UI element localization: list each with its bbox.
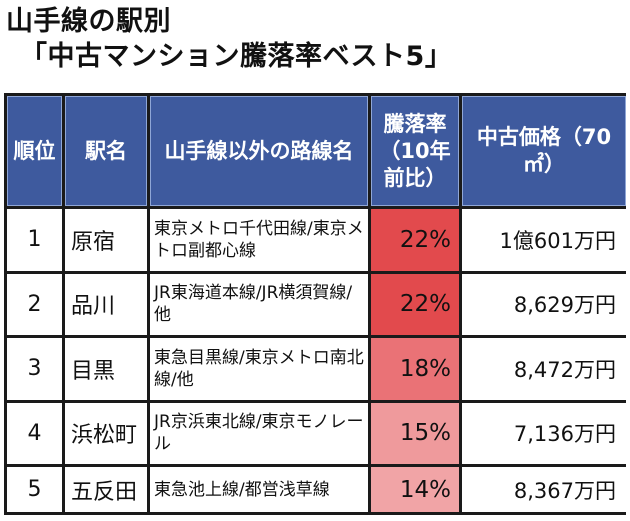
rate-cell: 22% <box>371 273 459 336</box>
price-cell: 1億601万円 <box>462 209 626 271</box>
table-row: 1 原宿 東京メトロ千代田線/東京メトロ副都心線 22% 1億601万円 <box>7 209 626 271</box>
rank-cell: 4 <box>7 402 62 465</box>
station-cell: 原宿 <box>65 209 147 271</box>
lines-cell: 東急目黒線/東京メトロ南北線/他 <box>150 338 368 400</box>
rate-cell: 18% <box>371 338 459 400</box>
rank-cell: 5 <box>7 467 62 512</box>
table-row: 4 浜松町 JR京浜東北線/東京モノレール 15% 7,136万円 <box>7 402 626 465</box>
header-rank: 順位 <box>7 96 62 206</box>
price-cell: 7,136万円 <box>462 402 626 465</box>
title-line-1: 山手線の駅別 <box>6 6 171 37</box>
station-cell: 目黒 <box>65 338 147 400</box>
header-row: 順位 駅名 山手線以外の路線名 騰落率（10年前比） 中古価格（70㎡） <box>7 96 626 206</box>
header-other-lines: 山手線以外の路線名 <box>150 96 368 206</box>
header-station: 駅名 <box>65 96 147 206</box>
price-cell: 8,629万円 <box>462 273 626 336</box>
rank-cell: 2 <box>7 273 62 336</box>
rate-cell: 15% <box>371 402 459 465</box>
station-cell: 品川 <box>65 273 147 336</box>
station-cell: 浜松町 <box>65 402 147 465</box>
page-title: 山手線の駅別 「中古マンション騰落率ベスト5」 <box>6 4 624 74</box>
lines-cell: JR東海道本線/JR横須賀線/他 <box>150 273 368 336</box>
header-rate: 騰落率（10年前比） <box>371 96 459 206</box>
lines-cell: 東京メトロ千代田線/東京メトロ副都心線 <box>150 209 368 271</box>
table-row: 2 品川 JR東海道本線/JR横須賀線/他 22% 8,629万円 <box>7 273 626 336</box>
rate-cell: 14% <box>371 467 459 512</box>
ranking-table: 順位 駅名 山手線以外の路線名 騰落率（10年前比） 中古価格（70㎡） 1 原… <box>4 93 626 515</box>
price-cell: 8,367万円 <box>462 467 626 512</box>
price-cell: 8,472万円 <box>462 338 626 400</box>
lines-cell: 東急池上線/都営浅草線 <box>150 467 368 512</box>
rank-cell: 3 <box>7 338 62 400</box>
rate-cell: 22% <box>371 209 459 271</box>
table-row: 3 目黒 東急目黒線/東京メトロ南北線/他 18% 8,472万円 <box>7 338 626 400</box>
header-price: 中古価格（70㎡） <box>462 96 626 206</box>
table-row: 5 五反田 東急池上線/都営浅草線 14% 8,367万円 <box>7 467 626 512</box>
station-cell: 五反田 <box>65 467 147 512</box>
title-line-2: 「中古マンション騰落率ベスト5」 <box>20 41 453 72</box>
lines-cell: JR京浜東北線/東京モノレール <box>150 402 368 465</box>
rank-cell: 1 <box>7 209 62 271</box>
